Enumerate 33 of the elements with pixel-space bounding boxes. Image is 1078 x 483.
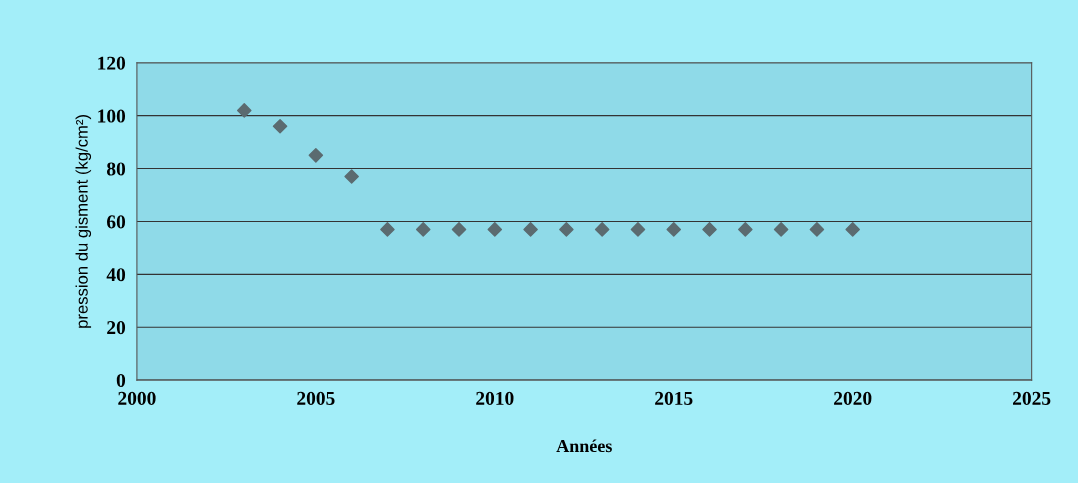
- point: [344, 169, 359, 184]
- point: [236, 103, 252, 118]
- point: [809, 222, 825, 237]
- point: [594, 222, 610, 237]
- y-axis-title: pression du gisment (kg/cm²): [75, 115, 92, 328]
- x-tick-label: 2015: [655, 391, 693, 405]
- point: [559, 222, 574, 237]
- point: [666, 222, 682, 237]
- y-tick-label: 80: [107, 162, 126, 176]
- x-tick-label: 2020: [834, 391, 872, 405]
- point: [451, 222, 467, 237]
- x-tick-label: 2010: [476, 391, 514, 405]
- y-tick-label: 60: [107, 215, 126, 229]
- y-tick-label: 40: [106, 268, 126, 282]
- x-tick-label: 2025: [1013, 391, 1051, 405]
- point: [702, 222, 717, 237]
- point: [738, 222, 753, 237]
- point: [487, 222, 503, 237]
- point: [272, 118, 288, 134]
- x-tick-label: 2005: [297, 391, 335, 405]
- x-axis-title: Années: [556, 439, 612, 453]
- y-tick-label: 120: [98, 56, 126, 70]
- point: [773, 222, 789, 237]
- x-tick-label: 2000: [118, 391, 156, 405]
- point: [415, 222, 431, 237]
- y-tick-label: 20: [107, 321, 126, 335]
- point: [523, 222, 538, 237]
- point: [630, 222, 646, 237]
- point: [845, 222, 860, 237]
- point: [308, 148, 324, 163]
- point: [380, 222, 395, 237]
- y-tick-label: 100: [98, 109, 126, 123]
- y-tick-label: 0: [116, 373, 126, 388]
